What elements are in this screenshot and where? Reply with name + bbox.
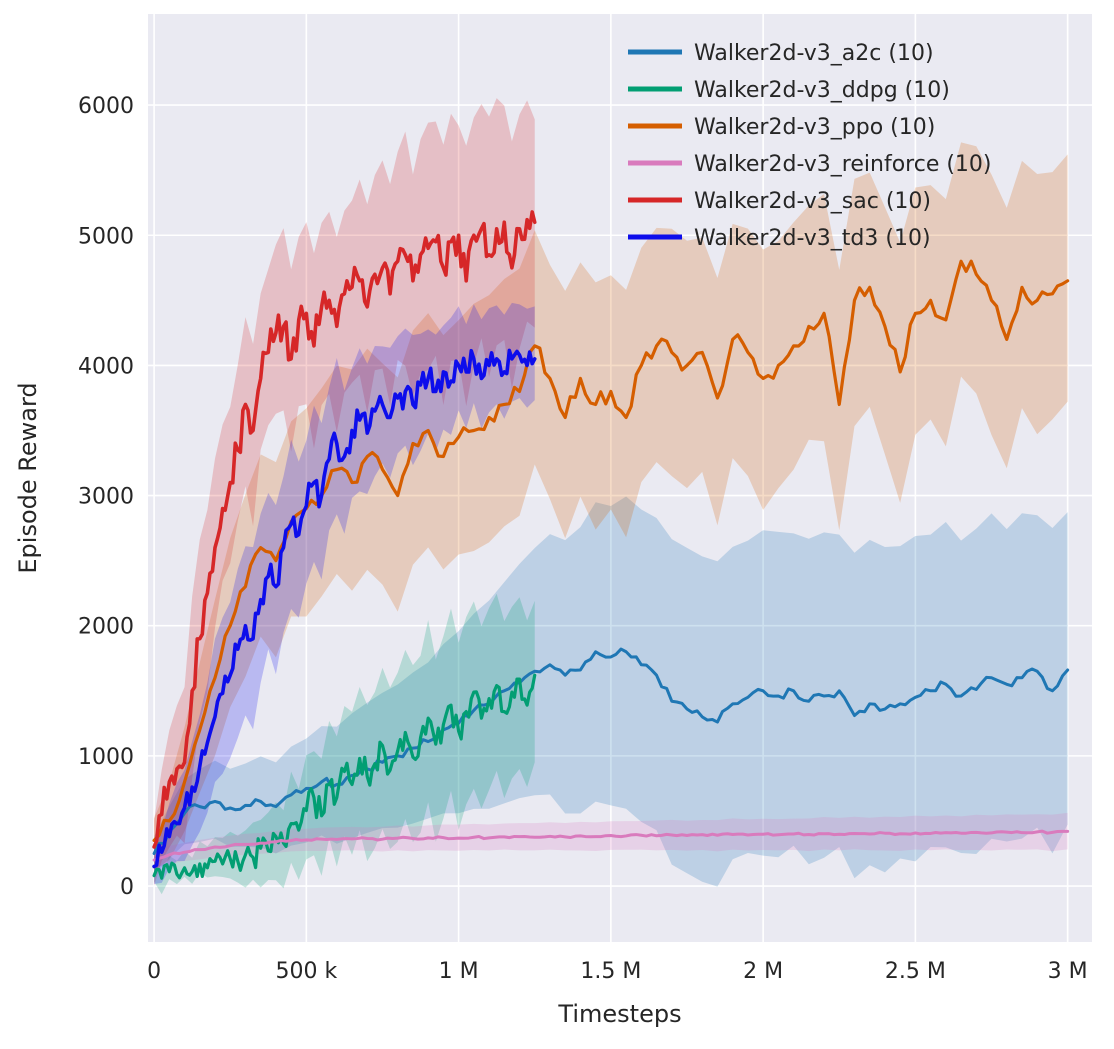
confidence-band [154, 142, 1068, 871]
x-tick-label: 0 [147, 959, 161, 984]
y-tick-label: 5000 [78, 224, 134, 249]
y-tick-label: 4000 [78, 354, 134, 379]
legend-label: Walker2d-v3_sac (10) [694, 189, 931, 214]
chart-root: 0 500 k 1 M 1.5 M 2 M 2.5 M 3 M 0 1000 2000 3000 40… [78, 14, 1092, 984]
legend-label: Walker2d-v3_a2c (10) [694, 41, 934, 66]
y-tick-label: 1000 [78, 745, 134, 770]
series-line [152, 829, 1070, 862]
x-tick-label: 1.5 M [580, 959, 641, 984]
legend-label: Walker2d-v3_ddpg (10) [694, 78, 950, 103]
legend-label: Walker2d-v3_td3 (10) [694, 226, 931, 251]
legend-label: Walker2d-v3_ppo (10) [694, 115, 935, 140]
y-tick-label: 6000 [78, 94, 134, 119]
tick-labels: 0 500 k 1 M 1.5 M 2 M 2.5 M 3 M 0 1000 2000 3000 40… [78, 94, 1088, 984]
x-tick-label: 2.5 M [885, 959, 946, 984]
series-line [152, 647, 1070, 855]
y-tick-label: 0 [120, 875, 134, 900]
x-tick-label: 1 M [439, 959, 479, 984]
confidence-band [154, 812, 1068, 868]
series-line [152, 210, 537, 849]
legend-label: Walker2d-v3_reinforce (10) [694, 152, 992, 177]
legend-entry: Walker2d-v3_ddpg (10) [628, 78, 950, 103]
x-axis-label: Timesteps [557, 1000, 681, 1028]
legend-entry: Walker2d-v3_ppo (10) [628, 115, 935, 140]
legend-entry: Walker2d-v3_a2c (10) [628, 41, 934, 66]
confidence-band [154, 593, 535, 895]
series-line [152, 348, 537, 869]
legend-entry: Walker2d-v3_reinforce (10) [628, 152, 992, 177]
series-line [152, 673, 537, 880]
y-axis-label: Episode Reward [14, 382, 42, 573]
legend-entry: Walker2d-v3_td3 (10) [628, 226, 931, 251]
plot-area [152, 98, 1070, 895]
y-tick-label: 2000 [78, 615, 134, 640]
x-tick-label: 2 M [743, 959, 783, 984]
x-tick-label: 500 k [275, 959, 337, 984]
x-tick-label: 3 M [1048, 959, 1088, 984]
gridlines [148, 14, 1092, 942]
y-tick-label: 3000 [78, 485, 134, 510]
legend-entry: Walker2d-v3_sac (10) [628, 189, 931, 214]
legend: Walker2d-v3_a2c (10) Walker2d-v3_ddpg (10… [628, 41, 992, 251]
confidence-band [154, 98, 535, 886]
confidence-band [154, 496, 1068, 887]
